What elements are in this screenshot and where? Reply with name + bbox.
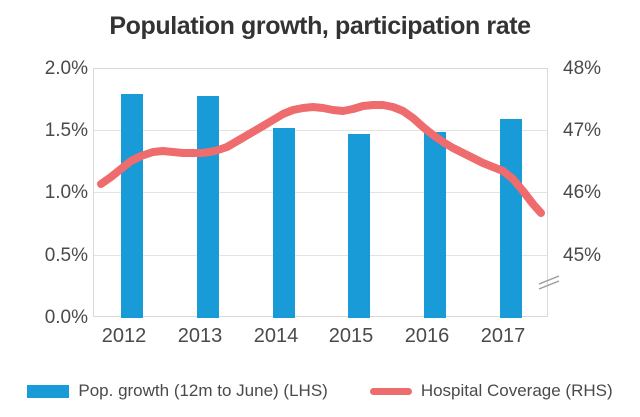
- x-axis-tick-2012: 2012: [101, 325, 147, 347]
- bar-2016: [424, 132, 446, 318]
- y-axis-right-tick-45: 45%: [563, 245, 602, 266]
- legend-label-pop-growth: Pop. growth (12m to June) (LHS): [78, 381, 328, 400]
- y-axis-left-tick-2.0: 2.0%: [44, 58, 88, 79]
- y-axis-right-tick-46: 46%: [563, 182, 602, 203]
- legend-swatch-line-icon: [369, 387, 412, 395]
- y-axis-left-tick-1.5: 1.5%: [44, 120, 88, 141]
- legend-swatch-bar-icon: [27, 384, 70, 398]
- gridline-0.5: [94, 255, 547, 256]
- axis-break-icon: [538, 275, 560, 290]
- legend-label-hospital-coverage: Hospital Coverage (RHS): [420, 381, 613, 400]
- bar-2014: [273, 128, 295, 318]
- x-axis-tick-2014: 2014: [253, 325, 299, 347]
- gridline-1.5: [94, 130, 547, 131]
- y-axis-left-tick-1.0: 1.0%: [44, 182, 88, 203]
- legend-item-hospital-coverage: Hospital Coverage (RHS): [369, 381, 613, 401]
- y-axis-left-tick-0.0: 0.0%: [44, 307, 88, 328]
- y-axis-left-tick-0.5: 0.5%: [44, 245, 88, 266]
- x-axis-tick-2013: 2013: [177, 325, 223, 347]
- bar-2012: [121, 94, 143, 318]
- plot-area: [93, 68, 548, 318]
- line-series-hospital-coverage: [97, 101, 545, 217]
- chart-legend: Pop. growth (12m to June) (LHS) Hospital…: [0, 381, 640, 401]
- bar-2015: [348, 134, 370, 318]
- y-axis-right-tick-47: 47%: [563, 120, 602, 141]
- gridline-1.0: [94, 192, 547, 193]
- x-axis-tick-2016: 2016: [404, 325, 450, 347]
- chart-title: Population growth, participation rate: [109, 12, 531, 40]
- hospital-coverage-line: [97, 101, 545, 217]
- y-axis-right-tick-48: 48%: [563, 58, 602, 79]
- legend-item-pop-growth: Pop. growth (12m to June) (LHS): [27, 381, 328, 401]
- x-axis-tick-2017: 2017: [480, 325, 526, 347]
- x-axis-tick-2015: 2015: [328, 325, 374, 347]
